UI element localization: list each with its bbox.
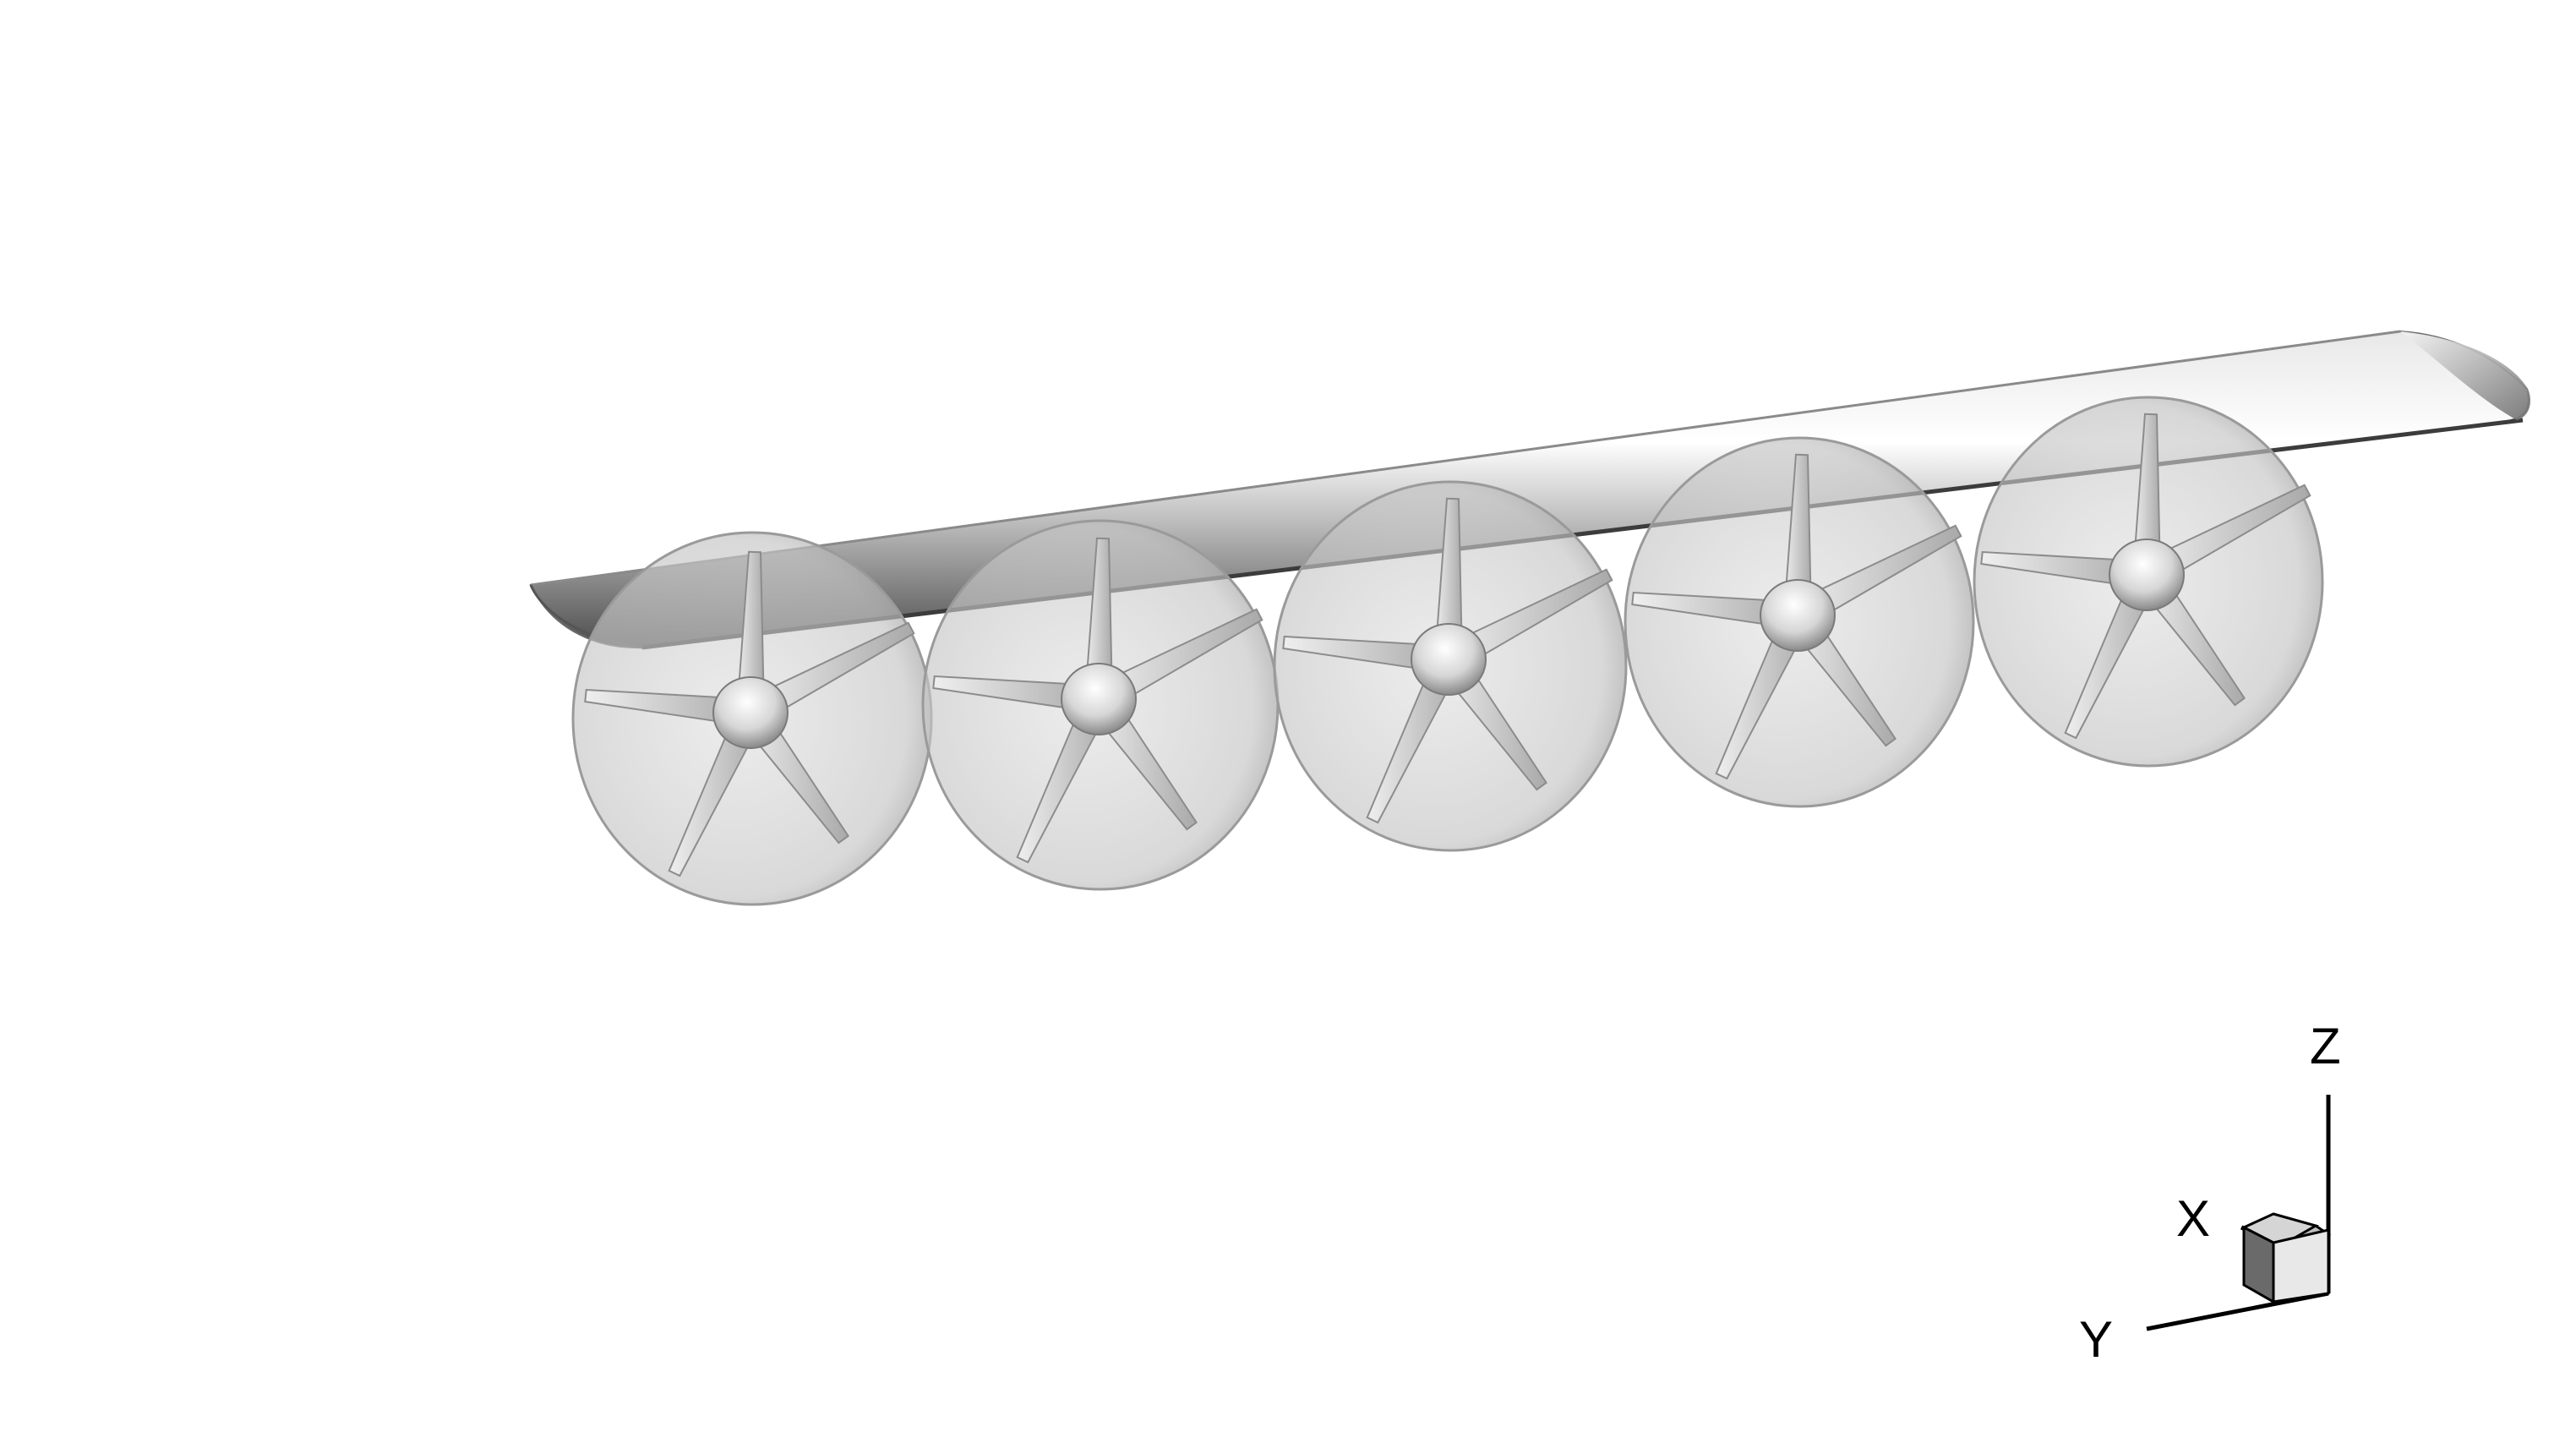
- wing-leading-edge: [530, 330, 2401, 587]
- rotor-hub: [712, 676, 789, 749]
- rotor-2: [921, 519, 1280, 891]
- rotor-hub: [1760, 579, 1836, 652]
- rotor-1: [571, 531, 933, 906]
- rotor-hub: [2109, 538, 2185, 611]
- rotor-hub: [1061, 663, 1137, 735]
- y-axis-label: Y: [2079, 1311, 2113, 1368]
- axis-triad: Z X Y: [2079, 1018, 2341, 1368]
- rotor-array: [571, 396, 2324, 906]
- rotor-4: [1624, 436, 1975, 808]
- z-axis-label: Z: [2310, 1018, 2341, 1074]
- rotor-3: [1273, 480, 1628, 852]
- orientation-cube: [2240, 1212, 2332, 1304]
- rotor-5: [1973, 396, 2324, 768]
- x-axis-label: X: [2176, 1190, 2210, 1247]
- rotor-hub: [1411, 623, 1487, 696]
- wing-tip: [2400, 331, 2531, 420]
